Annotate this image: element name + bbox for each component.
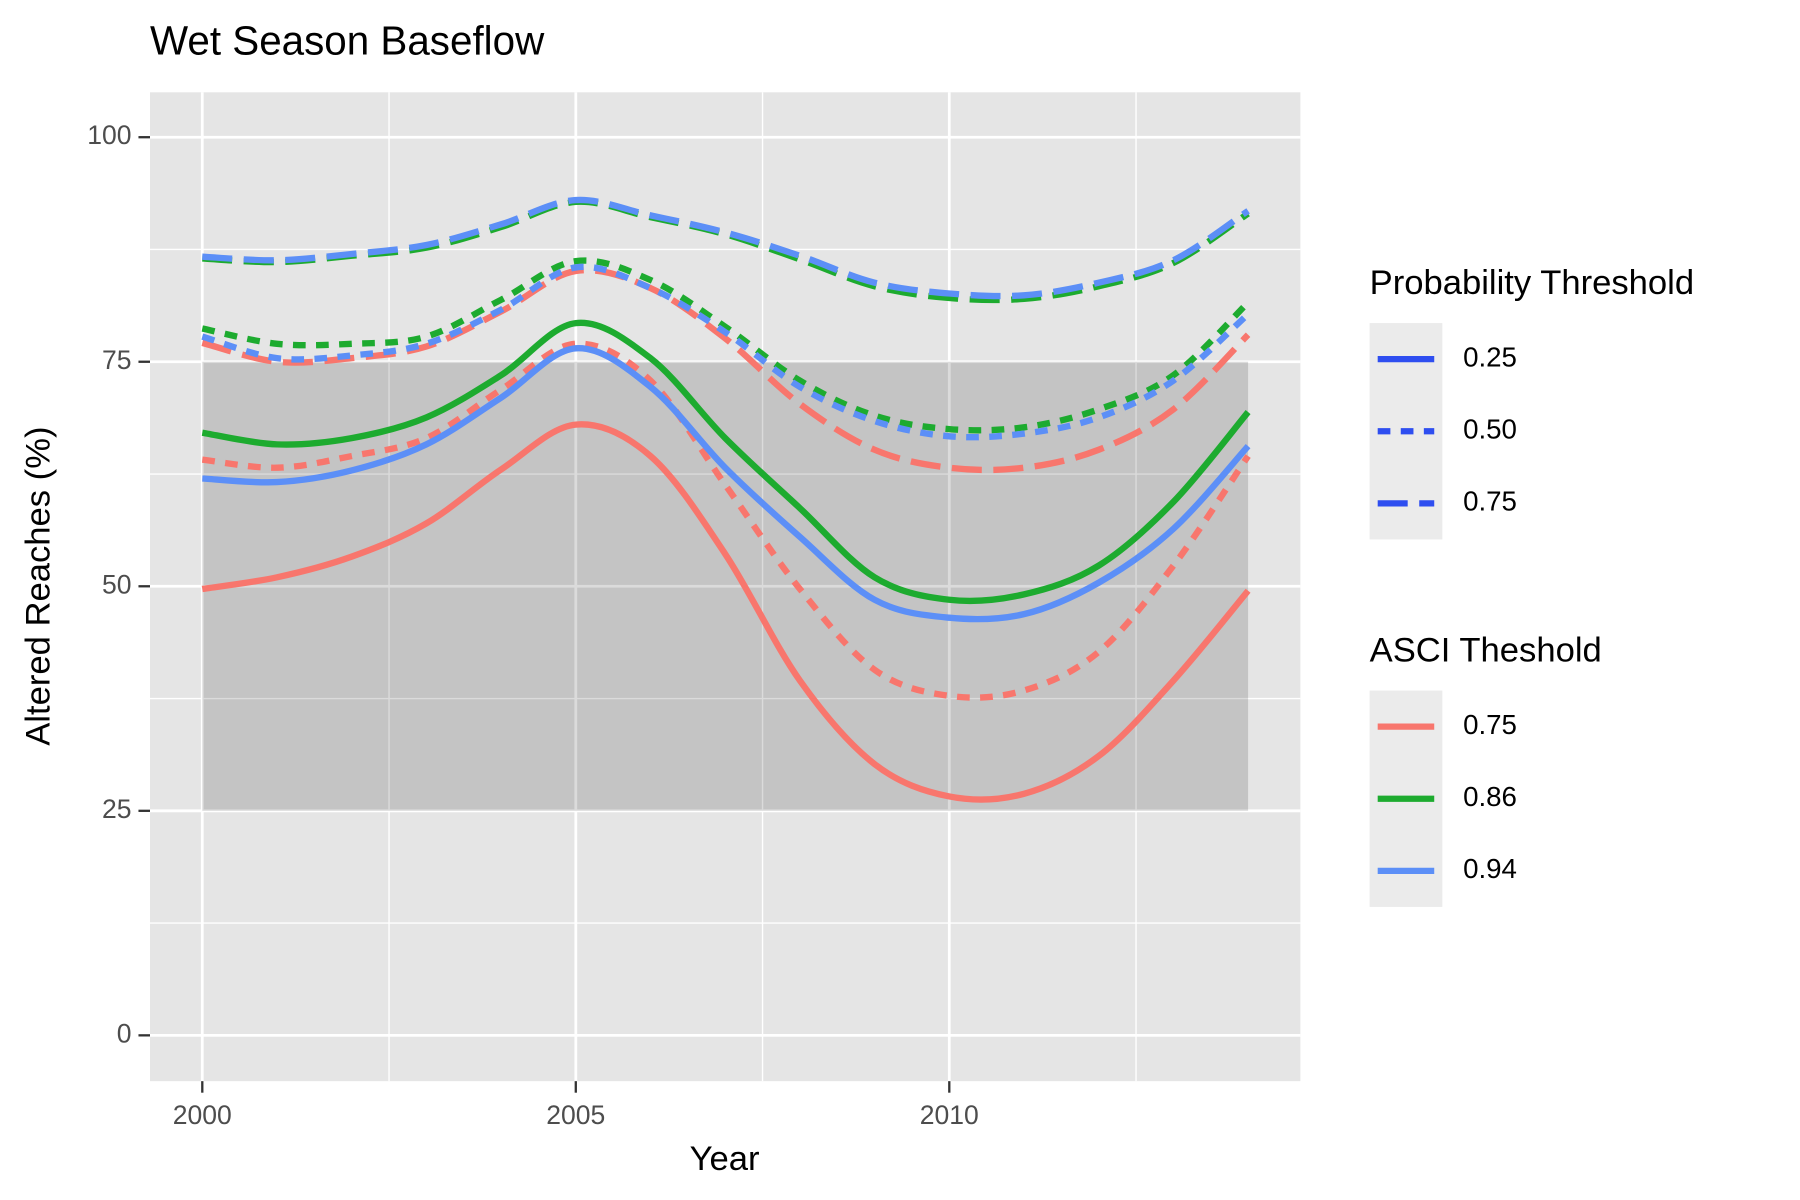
series-line xyxy=(201,421,1251,803)
y-tick-label: 50 xyxy=(102,569,131,599)
series-line xyxy=(201,319,1251,605)
legend-label: 0.75 xyxy=(1463,486,1517,517)
legend-label: 0.94 xyxy=(1463,853,1517,884)
chart-title: Wet Season Baseflow xyxy=(150,18,545,64)
series-line xyxy=(201,263,1251,441)
x-axis-title: Year xyxy=(690,1140,760,1178)
y-tick-label: 25 xyxy=(102,794,131,824)
x-tick-label: 2010 xyxy=(920,1100,979,1130)
legend-label: 0.86 xyxy=(1463,781,1517,812)
legend-label: 0.50 xyxy=(1463,414,1517,445)
series-line xyxy=(202,345,1251,623)
legend-title: Probability Threshold xyxy=(1370,264,1694,302)
series-line xyxy=(202,196,1250,300)
y-tick-label: 0 xyxy=(117,1018,132,1048)
y-tick-label: 100 xyxy=(87,120,131,150)
legend-label: 0.75 xyxy=(1463,709,1517,740)
series-line xyxy=(201,340,1251,701)
legend-title: ASCI Theshold xyxy=(1370,632,1602,670)
y-tick-label: 75 xyxy=(102,345,131,375)
y-axis-title: Altered Reaches (%) xyxy=(20,426,58,745)
x-tick-label: 2005 xyxy=(546,1100,605,1130)
legend-label: 0.25 xyxy=(1463,341,1517,372)
series-line xyxy=(201,257,1251,434)
x-tick-label: 2000 xyxy=(173,1100,232,1130)
